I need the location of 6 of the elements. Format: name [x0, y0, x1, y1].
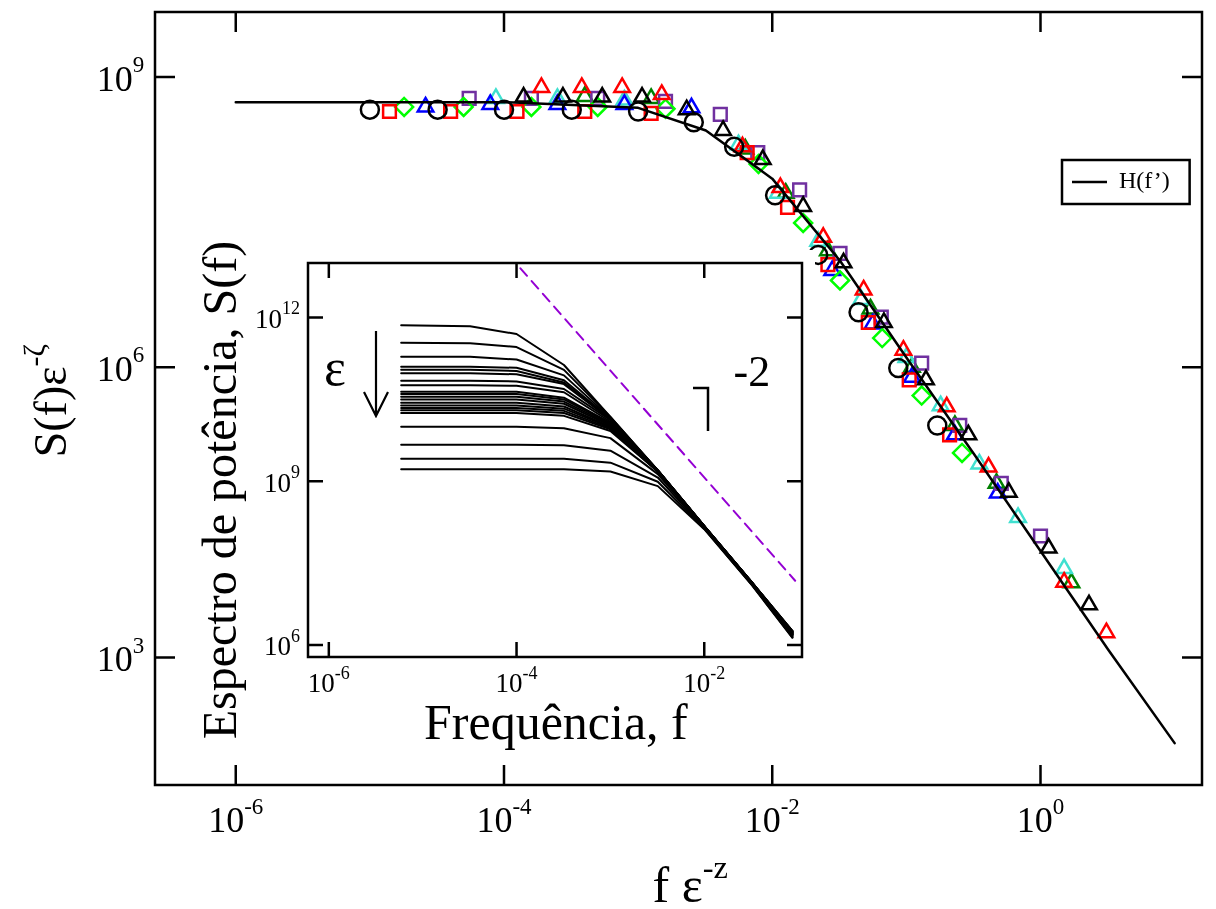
x-axis-title: f ε$^{-z}$ [652, 848, 728, 909]
annotation: ε [324, 339, 346, 396]
legend-label: H(f’) [1119, 167, 1170, 194]
x-axis-title: Frequência, f [424, 694, 688, 750]
annotation: -2 [733, 347, 771, 396]
y-axis-title: Espectro de potência, S(f) [193, 240, 247, 740]
